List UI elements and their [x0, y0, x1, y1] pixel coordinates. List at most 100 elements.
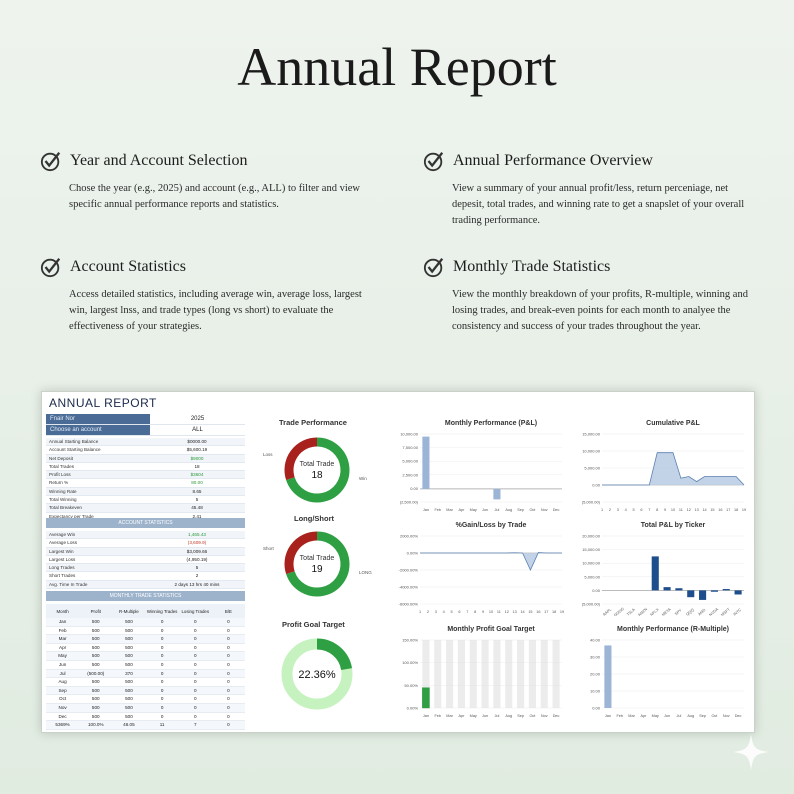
feature-title: Monthly Trade Statistics: [453, 258, 611, 275]
check-circle-icon: [423, 258, 444, 278]
x-tick-label: Feb: [434, 714, 441, 718]
table-cell: (500.00): [87, 670, 105, 676]
table-cell: 0: [160, 696, 164, 702]
donut-right-label: LONG: [359, 570, 372, 575]
x-tick-label: 6: [640, 508, 642, 512]
chart-title: Monthly Performance (P&L): [445, 420, 537, 427]
x-tick-label: 3: [617, 508, 619, 512]
x-tick-label: 1: [419, 610, 421, 614]
bar-track: [552, 640, 560, 708]
x-tick-label: Jan: [423, 508, 429, 512]
kv-label: Total Trades: [49, 463, 75, 469]
feature-monthly-trade-statistics: Monthly Trade Statistics View the monthl…: [423, 256, 753, 335]
y-tick-label: -6000.00%: [399, 602, 419, 607]
trade-performance-donut: Total Trade 18 Loss Win: [263, 437, 367, 503]
bar-track: [481, 640, 489, 708]
long-short-title: Long/Short: [294, 514, 334, 523]
y-tick-label: 40.00: [590, 638, 601, 643]
y-tick-label: 5,000.00: [584, 574, 600, 579]
x-tick-label: 5: [450, 610, 452, 614]
x-tick-label: 14: [702, 508, 706, 512]
x-tick-label: GOOG: [613, 607, 625, 616]
x-tick-label: Apr: [640, 714, 647, 718]
table-cell: 500: [91, 687, 100, 693]
x-tick-label: Nov: [541, 714, 548, 718]
bar-track: [457, 640, 465, 708]
kv-row: Average Loss (3,609.9): [46, 539, 245, 548]
x-tick-label: AMZN: [637, 607, 648, 616]
table-row: Jan 500 500 0 0 0: [46, 618, 245, 627]
table-cell: 500: [125, 636, 133, 642]
donut-left-label: Short: [263, 546, 275, 551]
account-select[interactable]: ALL: [192, 427, 203, 433]
table-cell: 0: [227, 722, 230, 728]
x-tick-label: 9: [664, 508, 666, 512]
table-cell: 500: [125, 687, 133, 693]
y-tick-label: 10,000.00: [582, 561, 601, 566]
table-cell: 500: [125, 627, 133, 633]
x-tick-label: May: [470, 508, 477, 512]
chart-title: Monthly Performance (R-Multiple): [617, 626, 729, 633]
chart-title: Monthly Profit Goal Target: [447, 626, 535, 633]
table-cell: 0: [160, 661, 164, 667]
table-cell: 0: [227, 670, 230, 676]
donut-center-label: Total Trade: [300, 461, 335, 468]
kv-label: Return %: [49, 480, 69, 486]
x-tick-label: Dec: [553, 508, 560, 512]
x-tick-label: Sep: [699, 714, 706, 718]
kv-row: Total Trades 18: [46, 463, 245, 472]
table-cell: 500: [125, 713, 133, 719]
kv-value: 5: [195, 565, 199, 571]
y-tick-label: 20.00: [590, 672, 601, 677]
kv-label: Largest Loss: [49, 556, 76, 562]
kv-value: 80.00: [191, 480, 203, 486]
kv-row: Short Trades 2: [46, 572, 245, 581]
table-cell: Nov: [58, 704, 67, 710]
y-tick-label: 30.00: [590, 655, 601, 660]
x-tick-label: Mar: [446, 508, 453, 512]
x-tick-label: 18: [552, 610, 556, 614]
table-cell: 500: [91, 636, 100, 642]
stats-table: Average Win 1,465.43 Average Loss (3,609.9)…: [46, 531, 245, 590]
table-cell: Dec: [58, 713, 67, 719]
kv-value: $0000.00: [187, 439, 207, 444]
x-tick-label: 18: [734, 508, 738, 512]
goal-progress: [316, 638, 353, 671]
x-tick-label: Jun: [664, 714, 670, 718]
table-cell: 0: [160, 644, 164, 650]
feature-title: Annual Performance Overview: [453, 152, 653, 169]
y-tick-label: 0.00: [592, 706, 601, 711]
chart-background: [390, 620, 568, 720]
table-cell: 0: [193, 627, 197, 633]
table-cell: 0: [160, 704, 164, 710]
x-tick-label: 12: [687, 508, 691, 512]
kv-label: Average Loss: [49, 540, 78, 546]
x-tick-label: 19: [560, 610, 564, 614]
table-cell: 500: [91, 704, 100, 710]
table-cell: 5369%: [55, 722, 70, 728]
bar: [734, 590, 742, 595]
x-tick-label: 16: [536, 610, 540, 614]
bar-track: [517, 640, 525, 708]
table-cell: 0: [160, 679, 164, 685]
area-fill: [602, 452, 744, 485]
kv-value: 2: [195, 573, 199, 579]
x-tick-label: 11: [497, 610, 501, 614]
chart-background: [390, 516, 568, 616]
table-cell: 500: [91, 661, 100, 667]
year-select[interactable]: 2025: [190, 416, 205, 422]
table-row: Apr 500 500 0 0 0: [46, 644, 245, 653]
donut-segment-red: [284, 437, 318, 481]
bar: [651, 556, 659, 591]
y-tick-label: 100.00%: [402, 660, 418, 665]
x-tick-label: Aug: [505, 508, 512, 512]
column-header: Month: [56, 608, 69, 614]
x-tick-label: 2: [427, 610, 429, 614]
y-tick-label: 15,000.00: [582, 547, 601, 552]
x-tick-label: QQQ: [685, 608, 694, 616]
bar: [699, 590, 707, 600]
y-tick-label: 5,000.00: [402, 459, 418, 464]
kv-value: $5,600.19: [186, 447, 208, 453]
x-tick-label: 7: [648, 508, 650, 512]
y-tick-label: 7,500.00: [402, 445, 418, 450]
